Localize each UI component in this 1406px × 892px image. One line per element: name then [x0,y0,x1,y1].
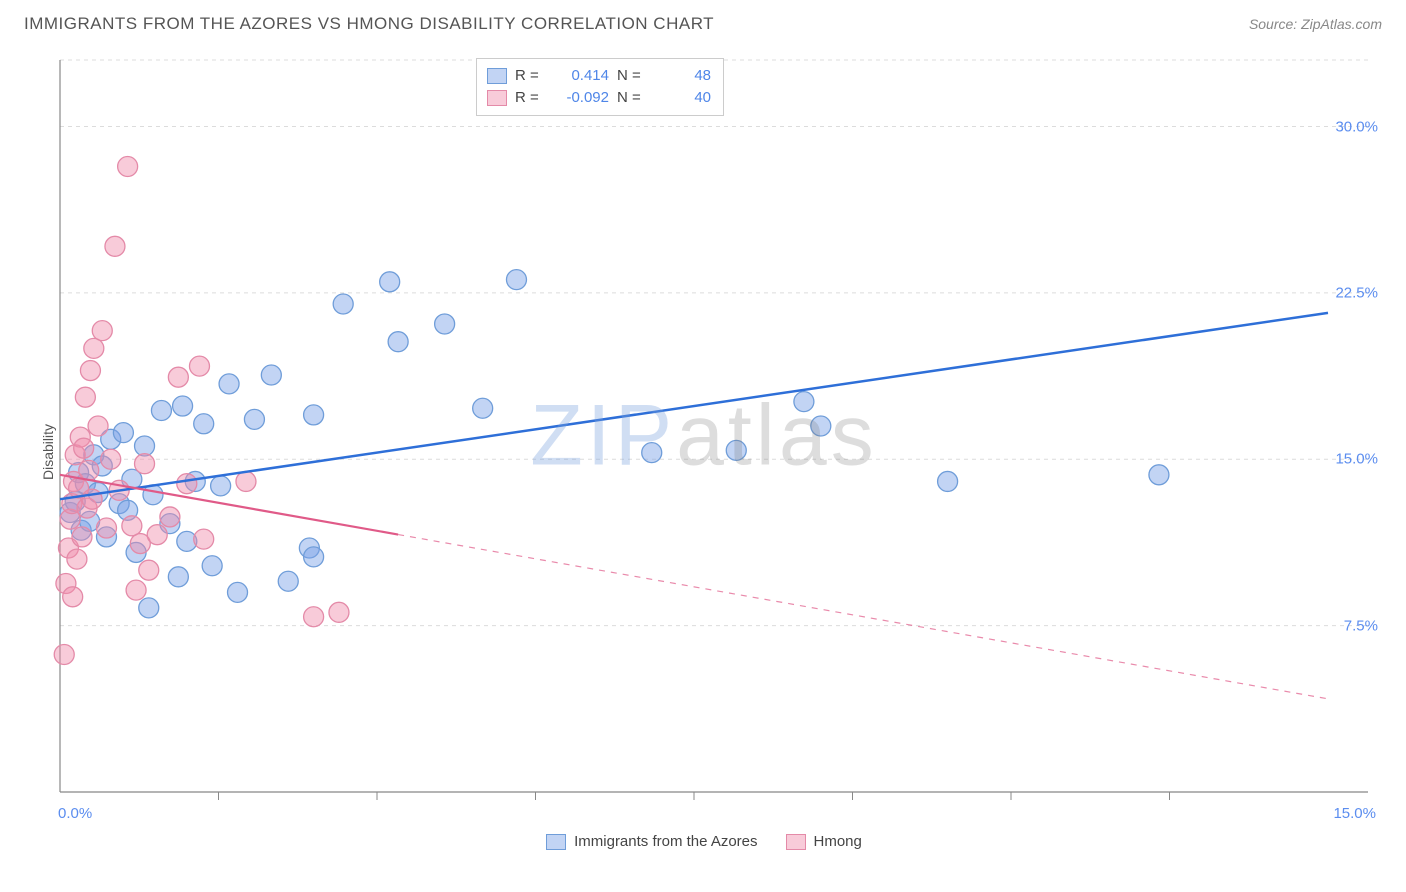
legend-swatch-1 [487,90,507,106]
legend-correlation: R = 0.414 N = 48 R = -0.092 N = 40 [476,58,724,116]
legend-n-label: N = [617,65,645,87]
legend-row-series-1: R = -0.092 N = 40 [487,87,711,109]
y-tick-label: 15.0% [1335,451,1378,468]
y-tick-label: 30.0% [1335,118,1378,135]
legend-series: Immigrants from the Azores Hmong [28,833,1380,850]
legend-label-1: Hmong [814,833,862,850]
legend-label-0: Immigrants from the Azores [574,833,757,850]
chart-container: Disability ZIPatlas R = 0.414 N = 48 R =… [28,52,1380,852]
legend-r-value-0: 0.414 [551,65,609,87]
x-tick-min: 0.0% [58,805,92,822]
legend-swatch-icon [786,834,806,850]
legend-n-value-0: 48 [653,65,711,87]
scatter-chart [28,52,1380,852]
header: IMMIGRANTS FROM THE AZORES VS HMONG DISA… [0,0,1406,44]
legend-n-label: N = [617,87,645,109]
legend-row-series-0: R = 0.414 N = 48 [487,65,711,87]
legend-n-value-1: 40 [653,87,711,109]
y-axis-label: Disability [40,424,56,480]
source-label: Source: ZipAtlas.com [1249,16,1382,32]
legend-swatch-icon [546,834,566,850]
x-tick-max: 15.0% [1333,805,1376,822]
legend-item-0: Immigrants from the Azores [546,833,757,850]
legend-r-label: R = [515,65,543,87]
legend-swatch-0 [487,68,507,84]
y-tick-label: 22.5% [1335,284,1378,301]
legend-r-label: R = [515,87,543,109]
y-tick-label: 7.5% [1344,617,1378,634]
chart-title: IMMIGRANTS FROM THE AZORES VS HMONG DISA… [24,14,714,34]
legend-r-value-1: -0.092 [551,87,609,109]
legend-item-1: Hmong [786,833,862,850]
